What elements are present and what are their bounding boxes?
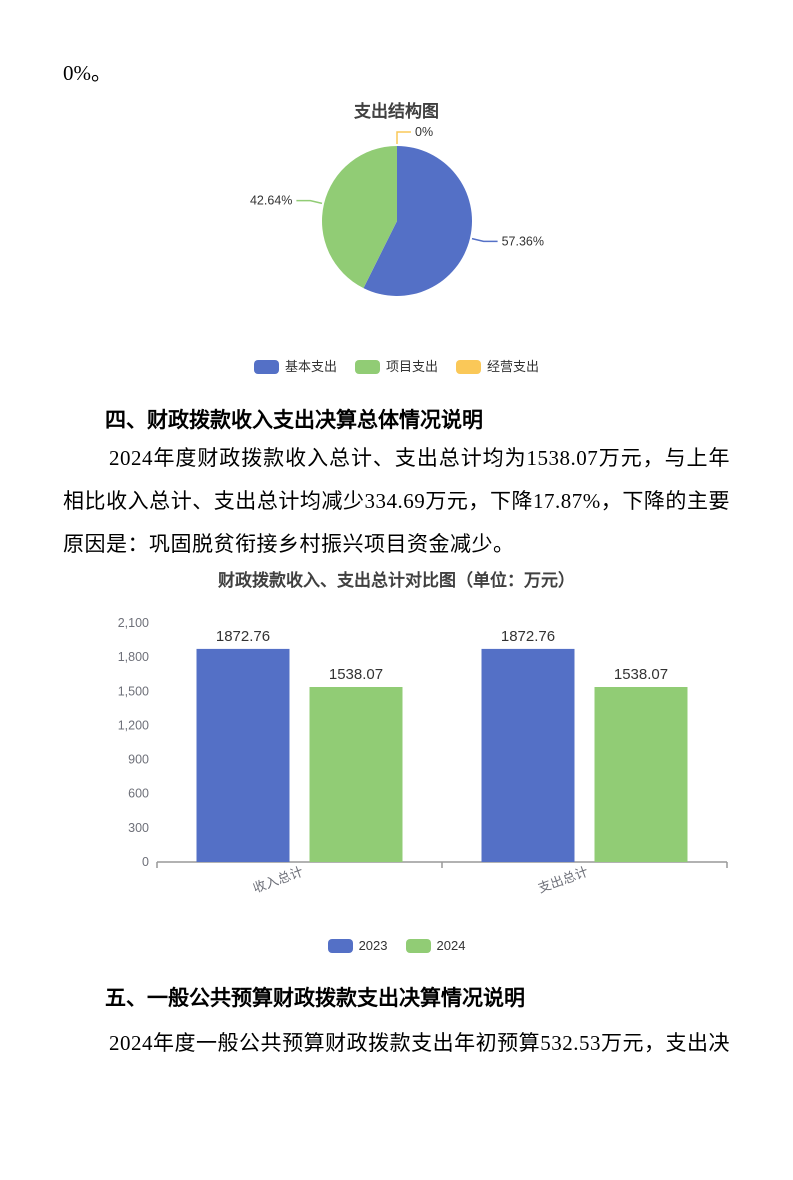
paragraph-line: 2024年度一般公共预算财政拨款支出年初预算532.53万元，支出决: [109, 1031, 730, 1055]
pie-chart-section: 支出结构图 57.36% 42.64% 0% 基本支出 项目支出 经营支出: [0, 88, 793, 377]
pie-chart-svg: 57.36% 42.64% 0%: [249, 125, 544, 296]
y-axis-tick-label: 1,500: [118, 684, 149, 698]
bar-value-label: 1872.76: [216, 628, 270, 645]
legend-swatch-icon: [354, 360, 380, 374]
bar-value-label: 1538.07: [329, 666, 383, 683]
bar-chart-section: 财政拨款收入、支出总计对比图（单位：万元） 0 300 600 900 1,200 1,5…: [0, 566, 793, 956]
y-axis-tick-label: 900: [128, 753, 149, 767]
bar-value-label: 1538.07: [614, 666, 668, 683]
bar-chart-legend: 2023 2024: [0, 936, 793, 956]
legend-label: 2024: [436, 938, 466, 953]
pie-percent-label: 0%: [415, 125, 433, 139]
legend-item: 基本支出: [253, 359, 337, 374]
legend-item: 2024: [405, 938, 466, 953]
legend-swatch-icon: [253, 360, 279, 374]
x-axis-category-label: 支出总计: [536, 864, 590, 896]
paragraph-five: 2024年度一般公共预算财政拨款支出年初预算532.53万元，支出决: [63, 1022, 730, 1065]
y-axis-tick-label: 2,100: [118, 616, 149, 630]
legend-label: 项目支出: [385, 359, 438, 374]
pie-percent-label: 42.64%: [249, 194, 291, 208]
legend-swatch-icon: [405, 939, 431, 953]
pie-slice: [321, 146, 397, 289]
intro-text: 0%。: [63, 61, 112, 85]
bar: [594, 687, 688, 862]
legend-item: 经营支出: [456, 360, 539, 374]
legend-item: 项目支出: [354, 359, 438, 374]
paragraph-four: 2024年度财政拨款收入总计、支出总计均为1538.07万元，与上年 相比收入总…: [63, 437, 730, 566]
section-heading-four: 四、财政拨款收入支出决算总体情况说明: [105, 408, 483, 432]
legend-label: 2023: [358, 938, 388, 953]
pie-label-leader: [295, 199, 322, 205]
y-axis-tick-label: 1,200: [118, 718, 149, 732]
pie-slice: [363, 146, 472, 296]
bar: [481, 648, 575, 862]
pie-chart: 57.36% 42.64% 0%: [0, 125, 793, 355]
bar-chart: 0 300 600 900 1,200 1,500 1,800 2,100 1872.76 153…: [102, 592, 742, 922]
y-axis-tick-label: 0: [142, 855, 149, 869]
section-heading-five: 五、一般公共预算财政拨款支出决算情况说明: [105, 986, 525, 1010]
pie-chart-legend: 基本支出 项目支出 经营支出: [0, 357, 793, 377]
legend-label: 经营支出: [487, 359, 540, 374]
pie-label-leader: [395, 131, 411, 144]
legend-swatch-icon: [327, 939, 353, 953]
legend-label: 基本支出: [284, 359, 337, 374]
legend-swatch-icon: [456, 360, 481, 374]
bar: [196, 648, 290, 862]
bar-chart-title: 财政拨款收入、支出总计对比图（单位：万元）: [218, 571, 575, 590]
bar: [309, 687, 403, 862]
y-axis-tick-label: 600: [128, 787, 149, 801]
bar-chart-svg: 0 300 600 900 1,200 1,500 1,800 2,100 1872.76 153…: [118, 616, 728, 896]
document-page: 0%。 支出结构图 57.36% 42.64% 0% 基本支出 项目支出 经营支出 四、…: [0, 58, 793, 1065]
x-axis-category-label: 收入总计: [251, 864, 305, 896]
paragraph-line: 2024年度财政拨款收入总计、支出总计均为1538.07万元，与上年: [109, 446, 730, 470]
y-axis-tick-label: 1,800: [118, 650, 149, 664]
paragraph-line: 相比收入总计、支出总计均减少334.69万元，下降17.87%，下降的主要: [63, 489, 730, 513]
pie-percent-label: 57.36%: [501, 234, 543, 248]
legend-item: 2023: [327, 938, 388, 953]
y-axis-tick-label: 300: [128, 821, 149, 835]
bar-value-label: 1872.76: [501, 628, 555, 645]
paragraph-line: 原因是：巩固脱贫衔接乡村振兴项目资金减少。: [63, 532, 515, 556]
pie-label-leader: [471, 237, 498, 243]
pie-chart-title: 支出结构图: [354, 102, 439, 121]
